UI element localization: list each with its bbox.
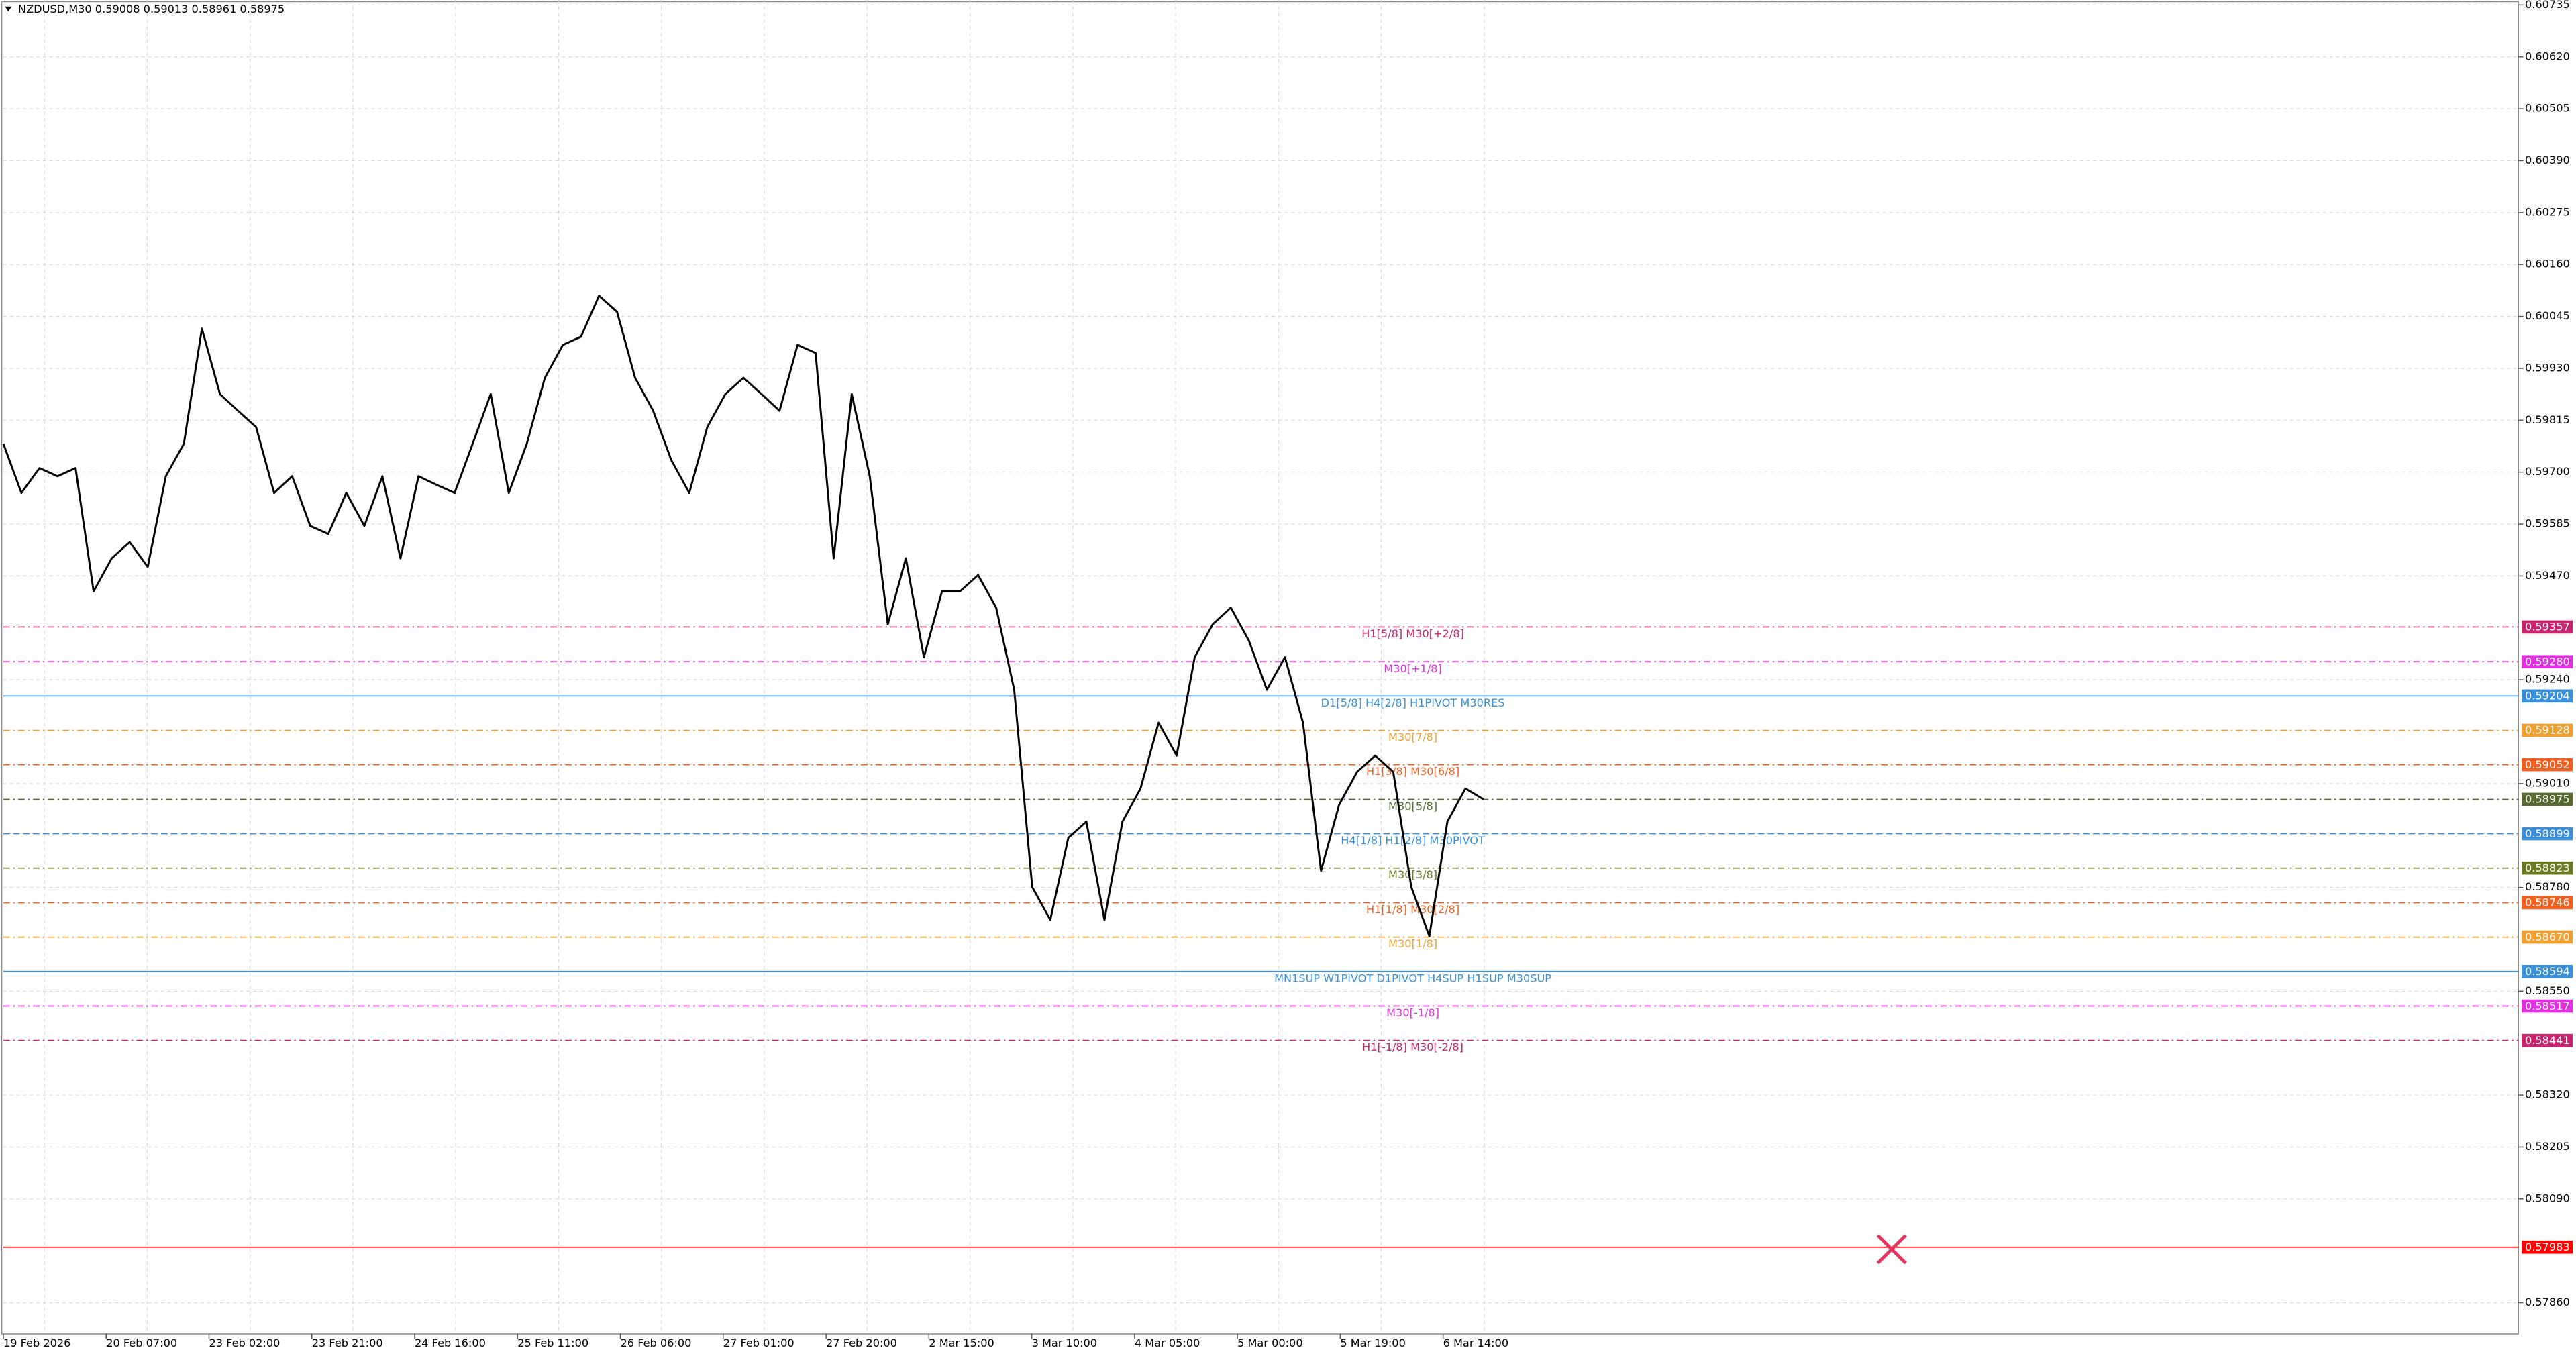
price-label: 0.58670 <box>2525 931 2570 943</box>
level-label: H4[1/8] H1[2/8] M30PIVOT <box>1341 834 1485 847</box>
price-label-box <box>2522 964 2573 978</box>
price-label-box <box>2522 655 2573 669</box>
menu-arrow[interactable] <box>5 6 12 12</box>
price-label-box <box>2522 620 2573 634</box>
level-label: D1[5/8] H4[2/8] H1PIVOT M30RES <box>1321 696 1505 709</box>
price-label: 0.58517 <box>2525 1000 2570 1012</box>
level-label: M30[1/8] <box>1388 937 1437 950</box>
price-label-box <box>2522 689 2573 703</box>
y-tick-label: 0.59700 <box>2525 465 2570 478</box>
y-tick-label: 0.57860 <box>2525 1296 2570 1308</box>
price-label: 0.59357 <box>2525 621 2570 633</box>
price-label: 0.58746 <box>2525 896 2570 909</box>
x-tick-label: 25 Feb 11:00 <box>517 1337 588 1349</box>
levels: H1[5/8] M30[+2/8] M30[+1/8] D1[5/8] H4[2/8… <box>3 626 2519 1248</box>
price-label: 0.59280 <box>2525 655 2570 668</box>
price-label-box <box>2522 792 2573 806</box>
price-label: 0.58441 <box>2525 1034 2570 1047</box>
y-tick-label: 0.60735 <box>2525 0 2570 11</box>
y-tick-label: 0.60045 <box>2525 309 2570 322</box>
x-tick-label: 3 Mar 10:00 <box>1032 1337 1098 1349</box>
x-tick-label: 26 Feb 06:00 <box>621 1337 692 1349</box>
grid <box>3 0 2519 1334</box>
y-tick-label: 0.60620 <box>2525 50 2570 62</box>
y-tick-label: 0.59010 <box>2525 776 2570 789</box>
price-label-box <box>2522 930 2573 944</box>
y-tick-label: 0.59470 <box>2525 569 2570 582</box>
level-label: M30[-1/8] <box>1386 1006 1439 1019</box>
x-tick-label: 23 Feb 21:00 <box>312 1337 383 1349</box>
y-tick-label: 0.58780 <box>2525 880 2570 893</box>
x-tick-label: 5 Mar 19:00 <box>1340 1337 1405 1349</box>
price-label: 0.59204 <box>2525 690 2570 702</box>
y-tick-label: 0.58550 <box>2525 984 2570 997</box>
chart-title: NZDUSD,M30 0.59008 0.59013 0.58961 0.589… <box>18 3 285 15</box>
x-tick-label: 6 Mar 14:00 <box>1443 1337 1509 1349</box>
x-tick-label: 24 Feb 16:00 <box>415 1337 486 1349</box>
price-label-box <box>2522 758 2573 772</box>
close-marker <box>1876 1234 1907 1265</box>
price-label: 0.59128 <box>2525 724 2570 737</box>
y-tick-label: 0.58320 <box>2525 1088 2570 1101</box>
price-label-box <box>2522 1240 2573 1254</box>
price-label: 0.57983 <box>2525 1241 2570 1253</box>
price-line <box>2 295 1484 937</box>
price-label: 0.58823 <box>2525 862 2570 874</box>
y-tick-label: 0.60390 <box>2525 154 2570 166</box>
x-tick-label: 19 Feb 2026 <box>3 1337 70 1349</box>
y-tick-label: 0.60505 <box>2525 102 2570 115</box>
price-label: 0.58594 <box>2525 965 2570 978</box>
plot-frame <box>1 1 2519 1335</box>
price-label-box <box>2522 723 2573 737</box>
level-label: M30[5/8] <box>1388 800 1437 813</box>
y-tick-label: 0.59930 <box>2525 361 2570 374</box>
price-label-box <box>2522 1033 2573 1047</box>
cross-line <box>1876 1234 1907 1265</box>
level-label: M30[7/8] <box>1388 731 1437 743</box>
x-tick-label: 27 Feb 20:00 <box>826 1337 897 1349</box>
x-tick-label: 4 Mar 05:00 <box>1135 1337 1200 1349</box>
y-tick-label: 0.59815 <box>2525 413 2570 426</box>
y-tick-label: 0.60275 <box>2525 205 2570 218</box>
x-tick-label: 23 Feb 02:00 <box>209 1337 280 1349</box>
y-tick-label: 0.59585 <box>2525 517 2570 530</box>
price-label-box <box>2522 827 2573 841</box>
price-axis: 0.60735 0.60620 0.60505 0.60390 0.60275 0.601… <box>3 0 2573 1349</box>
price-label: 0.59052 <box>2525 758 2570 771</box>
price-label-box <box>2522 999 2573 1013</box>
series <box>2 295 1484 937</box>
x-tick-label: 27 Feb 01:00 <box>723 1337 794 1349</box>
level-label: H1[-1/8] M30[-2/8] <box>1362 1041 1463 1053</box>
price-label-box <box>2522 896 2573 910</box>
price-label: 0.58975 <box>2525 793 2570 806</box>
level-label: H1[3/8] M30[6/8] <box>1366 765 1459 778</box>
x-tick-label: 2 Mar 15:00 <box>929 1337 994 1349</box>
y-tick-label: 0.60160 <box>2525 258 2570 270</box>
level-label: M30[+1/8] <box>1384 662 1442 675</box>
y-tick-label: 0.59240 <box>2525 673 2570 686</box>
x-tick-label: 5 Mar 00:00 <box>1237 1337 1303 1349</box>
y-tick-label: 0.58205 <box>2525 1140 2570 1153</box>
level-label: H1[5/8] M30[+2/8] <box>1361 627 1464 640</box>
y-tick-label: 0.58090 <box>2525 1192 2570 1204</box>
level-label: M30[3/8] <box>1388 868 1437 881</box>
level-label: MN1SUP W1PIVOT D1PIVOT H4SUP H1SUP M30SU… <box>1274 972 1551 984</box>
level-label: H1[1/8] M30[2/8] <box>1366 903 1459 916</box>
price-label: 0.58899 <box>2525 827 2570 840</box>
price-label-box <box>2522 861 2573 875</box>
x-tick-label: 20 Feb 07:00 <box>106 1337 177 1349</box>
